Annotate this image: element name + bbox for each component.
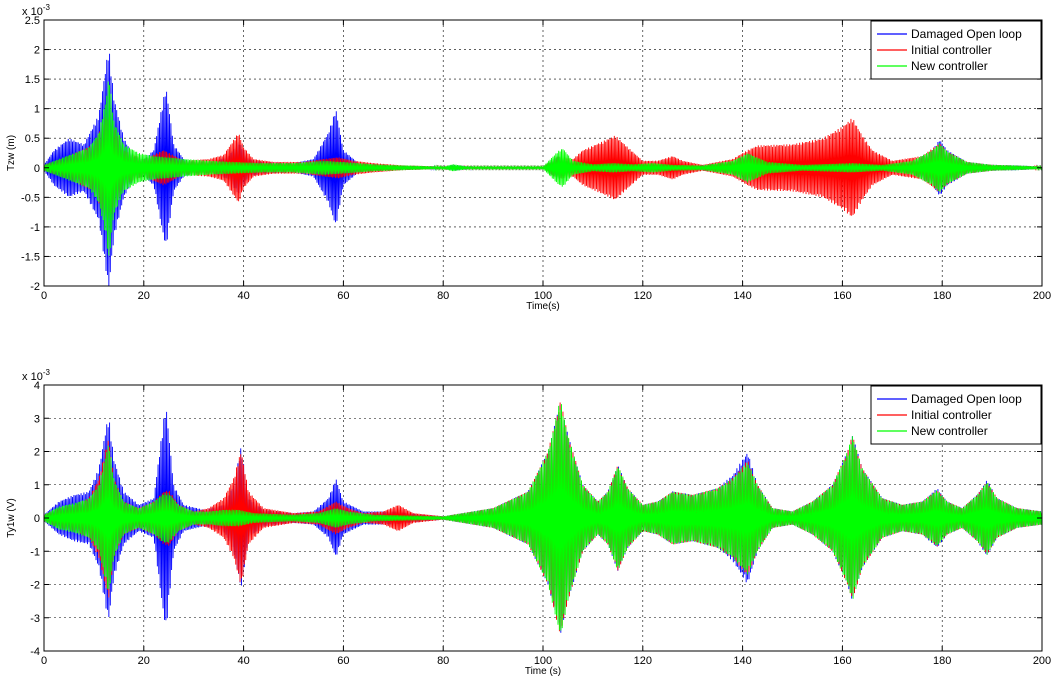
y-tick-label: 1 [34, 480, 40, 492]
chart-top: 0 20 40 60 80 100 120 140 160 180 200-2-1.5-1-0.50… [6, 3, 1051, 312]
y-tick-label: -2 [30, 580, 40, 592]
legend-entry: Initial controller [911, 43, 992, 57]
x-tick-label: 60 [337, 655, 349, 667]
x-tick-label: 20 [138, 290, 150, 302]
legend-entry: Initial controller [911, 408, 992, 422]
y-tick-label: 1 [34, 104, 40, 116]
y-tick-label: 4 [34, 380, 40, 392]
y-tick-label: -1.5 [21, 251, 40, 263]
y-exponent-label: x 10-3 [22, 3, 50, 18]
x-tick-label: 0 [41, 290, 47, 302]
legend-entry: New controller [911, 59, 988, 73]
legend-entry: New controller [911, 424, 988, 438]
x-tick-label: 20 [138, 655, 150, 667]
x-tick-label: 40 [237, 655, 249, 667]
legend-entry: Damaged Open loop [911, 392, 1022, 406]
y-tick-label: 3 [34, 413, 40, 425]
x-tick-label: 0 [41, 655, 47, 667]
y-exponent-label: x 10-3 [22, 368, 50, 383]
y-tick-label: -2 [30, 281, 40, 293]
x-tick-label: 180 [933, 655, 951, 667]
x-tick-label: 100 [534, 655, 552, 667]
x-tick-label: 200 [1033, 290, 1051, 302]
y-tick-label: 0 [34, 163, 40, 175]
y-axis-label: Ty1w (V) [6, 498, 17, 537]
y-tick-label: -4 [30, 646, 40, 658]
series-line-new-controller [44, 404, 1042, 631]
y-tick-label: -3 [30, 613, 40, 625]
legend: Damaged Open loop Initial controller New c… [870, 20, 1042, 80]
x-tick-label: 160 [833, 290, 851, 302]
y-tick-label: 2 [34, 45, 40, 57]
x-tick-label: 160 [833, 655, 851, 667]
y-tick-label: 2 [34, 447, 40, 459]
y-tick-label: -0.5 [21, 192, 40, 204]
x-tick-label: 60 [337, 290, 349, 302]
x-tick-label: 200 [1033, 655, 1051, 667]
chart-bottom: 0 20 40 60 80 100 120 140 160 180 200 -4 -3 -2 -1 0 1 2 3 4… [6, 368, 1051, 677]
y-tick-label: -1 [30, 222, 40, 234]
x-tick-label: 120 [634, 290, 652, 302]
x-tick-label: 180 [933, 290, 951, 302]
x-tick-label: 140 [733, 655, 751, 667]
x-axis-label: Time (s) [525, 666, 561, 677]
x-tick-label: 80 [437, 655, 449, 667]
x-tick-label: 80 [437, 290, 449, 302]
y-tick-label: 2.5 [25, 15, 40, 27]
x-tick-label: 100 [534, 290, 552, 302]
y-tick-label: 1.5 [25, 74, 40, 86]
legend: Damaged Open loop Initial controller New c… [870, 385, 1042, 445]
y-tick-label: 0 [34, 513, 40, 525]
x-tick-label: 140 [733, 290, 751, 302]
series-line-new-controller [44, 81, 1042, 256]
y-axis-label: Tzw (m) [6, 135, 17, 171]
x-tick-label: 120 [634, 655, 652, 667]
y-tick-label: 0.5 [25, 133, 40, 145]
y-tick-label: -1 [30, 546, 40, 558]
legend-entry: Damaged Open loop [911, 27, 1022, 41]
x-axis-label: Time(s) [526, 301, 560, 312]
x-tick-label: 40 [237, 290, 249, 302]
